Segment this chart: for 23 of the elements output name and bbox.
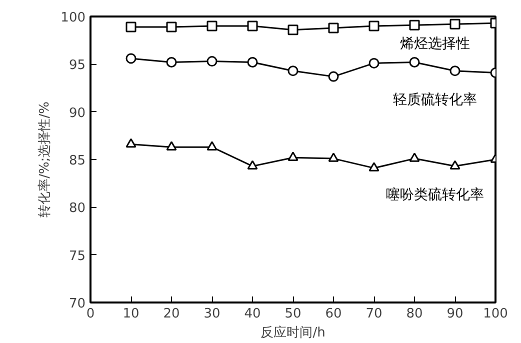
x-tick-label: 90 (446, 306, 464, 322)
x-tick-label: 80 (406, 306, 423, 322)
series-label: 烯烃选择性 (400, 36, 470, 52)
x-tick-label: 60 (325, 306, 342, 322)
y-tick-label: 100 (60, 10, 86, 26)
x-tick-label: 30 (204, 306, 220, 322)
y-axis-title: 转化率/%;选择性/% (36, 102, 53, 218)
x-tick-label: 20 (163, 306, 180, 322)
y-tick-label: 75 (68, 248, 86, 264)
y-tick-label: 85 (68, 154, 86, 168)
series-label: 轻质硫转化率 (392, 92, 477, 108)
y-tick-label: 80 (68, 201, 86, 216)
y-tick-label: 70 (68, 296, 86, 312)
x-tick-label: 70 (366, 306, 382, 322)
x-axis-title: 反应时间/h (260, 324, 326, 340)
series-label: 噻吩类硫转化率 (386, 187, 484, 204)
y-tick-label: 90 (68, 106, 86, 121)
y-tick-label: 95 (68, 58, 86, 74)
x-tick-label: 10 (122, 306, 140, 322)
x-tick-label: 40 (244, 306, 261, 322)
x-tick-label: 0 (86, 306, 95, 322)
x-tick-label: 50 (284, 306, 302, 322)
x-tick-label: 100 (483, 306, 508, 322)
